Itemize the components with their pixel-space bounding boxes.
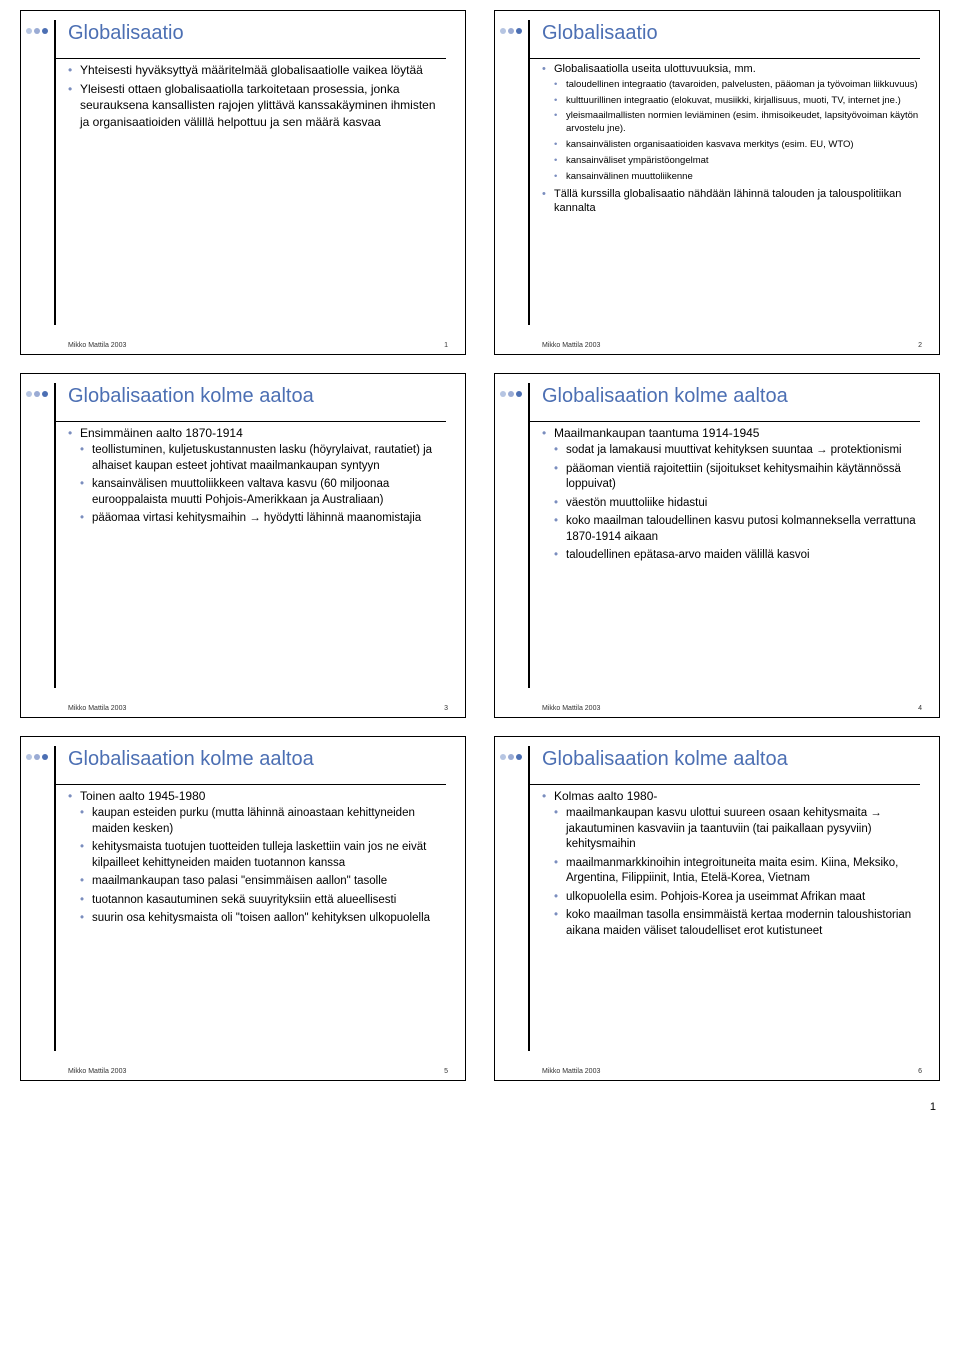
bullet-item: suurin osa kehitysmaista oli "toisen aal… <box>80 911 448 927</box>
bullet-item: kaupan esteiden purku (mutta lähinnä ain… <box>80 806 448 837</box>
slide-footer: Mikko Mattila 2003 5 <box>68 1068 448 1075</box>
bullet-item: koko maailman taloudellinen kasvu putosi… <box>554 514 922 545</box>
title-dots <box>500 391 522 397</box>
slide-footer: Mikko Mattila 2003 4 <box>542 705 922 712</box>
slide-number: 2 <box>918 342 922 349</box>
slide-5: Globalisaation kolme aaltoa Toinen aalto … <box>20 736 466 1081</box>
slide-1: Globalisaatio Yhteisesti hyväksyttyä määr… <box>20 10 466 355</box>
slide-body: Yhteisesti hyväksyttyä määritelmää globa… <box>68 62 448 130</box>
footer-author: Mikko Mattila 2003 <box>68 342 126 349</box>
bullet-item: kulttuurillinen integraatio (elokuvat, m… <box>554 95 922 108</box>
bullet-item: kansainvälisten organisaatioiden kasvava… <box>554 139 922 152</box>
bullet-item: teollistuminen, kuljetuskustannusten las… <box>80 443 448 474</box>
footer-author: Mikko Mattila 2003 <box>542 1068 600 1075</box>
slide-body: Kolmas aalto 1980-maailmankaupan kasvu u… <box>542 788 922 939</box>
slide-number: 6 <box>918 1068 922 1075</box>
slide-6: Globalisaation kolme aaltoa Kolmas aalto … <box>494 736 940 1081</box>
bullet-item: maailmankaupan taso palasi "ensimmäisen … <box>80 874 448 890</box>
slide-title: Globalisaatio <box>68 22 448 44</box>
slide-footer: Mikko Mattila 2003 6 <box>542 1068 922 1075</box>
bullet-item: yleismaailmallisten normien leviäminen (… <box>554 110 922 136</box>
slide-body: Toinen aalto 1945-1980kaupan esteiden pu… <box>68 788 448 927</box>
bullet-item: sodat ja lamakausi muuttivat kehityksen … <box>554 443 922 459</box>
bullet-item: Ensimmäinen aalto 1870-1914teollistumine… <box>68 425 448 527</box>
bullet-item: väestön muuttoliike hidastui <box>554 496 922 512</box>
slide-title: Globalisaation kolme aaltoa <box>68 748 448 770</box>
slide-footer: Mikko Mattila 2003 1 <box>68 342 448 349</box>
footer-author: Mikko Mattila 2003 <box>68 1068 126 1075</box>
bullet-item: Kolmas aalto 1980-maailmankaupan kasvu u… <box>542 788 922 939</box>
title-dots <box>500 28 522 34</box>
bullet-item: maailmanmarkkinoihin integroituneita mai… <box>554 856 922 887</box>
title-dots <box>500 754 522 760</box>
slide-body: Ensimmäinen aalto 1870-1914teollistumine… <box>68 425 448 527</box>
slide-footer: Mikko Mattila 2003 2 <box>542 342 922 349</box>
bullet-item: kansainväliset ympäristöongelmat <box>554 155 922 168</box>
bullet-item: Maailmankaupan taantuma 1914-1945sodat j… <box>542 425 922 564</box>
slide-body: Maailmankaupan taantuma 1914-1945sodat j… <box>542 425 922 564</box>
slide-number: 3 <box>444 705 448 712</box>
bullet-item: taloudellinen integraatio (tavaroiden, p… <box>554 79 922 92</box>
slide-grid: Globalisaatio Yhteisesti hyväksyttyä määr… <box>20 10 940 1081</box>
slide-title: Globalisaation kolme aaltoa <box>542 385 922 407</box>
bullet-item: kansainvälinen muuttoliikenne <box>554 171 922 184</box>
footer-author: Mikko Mattila 2003 <box>542 705 600 712</box>
bullet-item: Yleisesti ottaen globalisaatiolla tarkoi… <box>68 81 448 130</box>
bullet-item: taloudellinen epätasa-arvo maiden välill… <box>554 548 922 564</box>
bullet-item: kansainvälisen muuttoliikkeen valtava ka… <box>80 477 448 508</box>
bullet-item: ulkopuolella esim. Pohjois-Korea ja usei… <box>554 890 922 906</box>
bullet-item: koko maailman tasolla ensimmäistä kertaa… <box>554 908 922 939</box>
slide-body: Globalisaatiolla useita ulottuvuuksia, m… <box>542 62 922 216</box>
slide-number: 1 <box>444 342 448 349</box>
bullet-item: maailmankaupan kasvu ulottui suureen osa… <box>554 806 922 853</box>
bullet-item: kehitysmaista tuotujen tuotteiden tullej… <box>80 840 448 871</box>
slide-2: Globalisaatio Globalisaatiolla useita ulo… <box>494 10 940 355</box>
title-dots <box>26 391 48 397</box>
bullet-item: pääoman vientiä rajoitettiin (sijoitukse… <box>554 462 922 493</box>
slide-title: Globalisaation kolme aaltoa <box>542 748 922 770</box>
bullet-item: pääomaa virtasi kehitysmaihin → hyödytti… <box>80 511 448 527</box>
slide-title: Globalisaation kolme aaltoa <box>68 385 448 407</box>
bullet-item: Yhteisesti hyväksyttyä määritelmää globa… <box>68 62 448 78</box>
footer-author: Mikko Mattila 2003 <box>542 342 600 349</box>
footer-author: Mikko Mattila 2003 <box>68 705 126 712</box>
page-number: 1 <box>20 1101 940 1113</box>
title-dots <box>26 754 48 760</box>
bullet-item: Toinen aalto 1945-1980kaupan esteiden pu… <box>68 788 448 927</box>
title-dots <box>26 28 48 34</box>
bullet-item: Globalisaatiolla useita ulottuvuuksia, m… <box>542 62 922 184</box>
slide-3: Globalisaation kolme aaltoa Ensimmäinen a… <box>20 373 466 718</box>
slide-title: Globalisaatio <box>542 22 922 44</box>
slide-4: Globalisaation kolme aaltoa Maailmankaupa… <box>494 373 940 718</box>
bullet-item: Tällä kurssilla globalisaatio nähdään lä… <box>542 187 922 217</box>
slide-footer: Mikko Mattila 2003 3 <box>68 705 448 712</box>
slide-number: 4 <box>918 705 922 712</box>
bullet-item: tuotannon kasautuminen sekä suuyrityksii… <box>80 893 448 909</box>
slide-number: 5 <box>444 1068 448 1075</box>
